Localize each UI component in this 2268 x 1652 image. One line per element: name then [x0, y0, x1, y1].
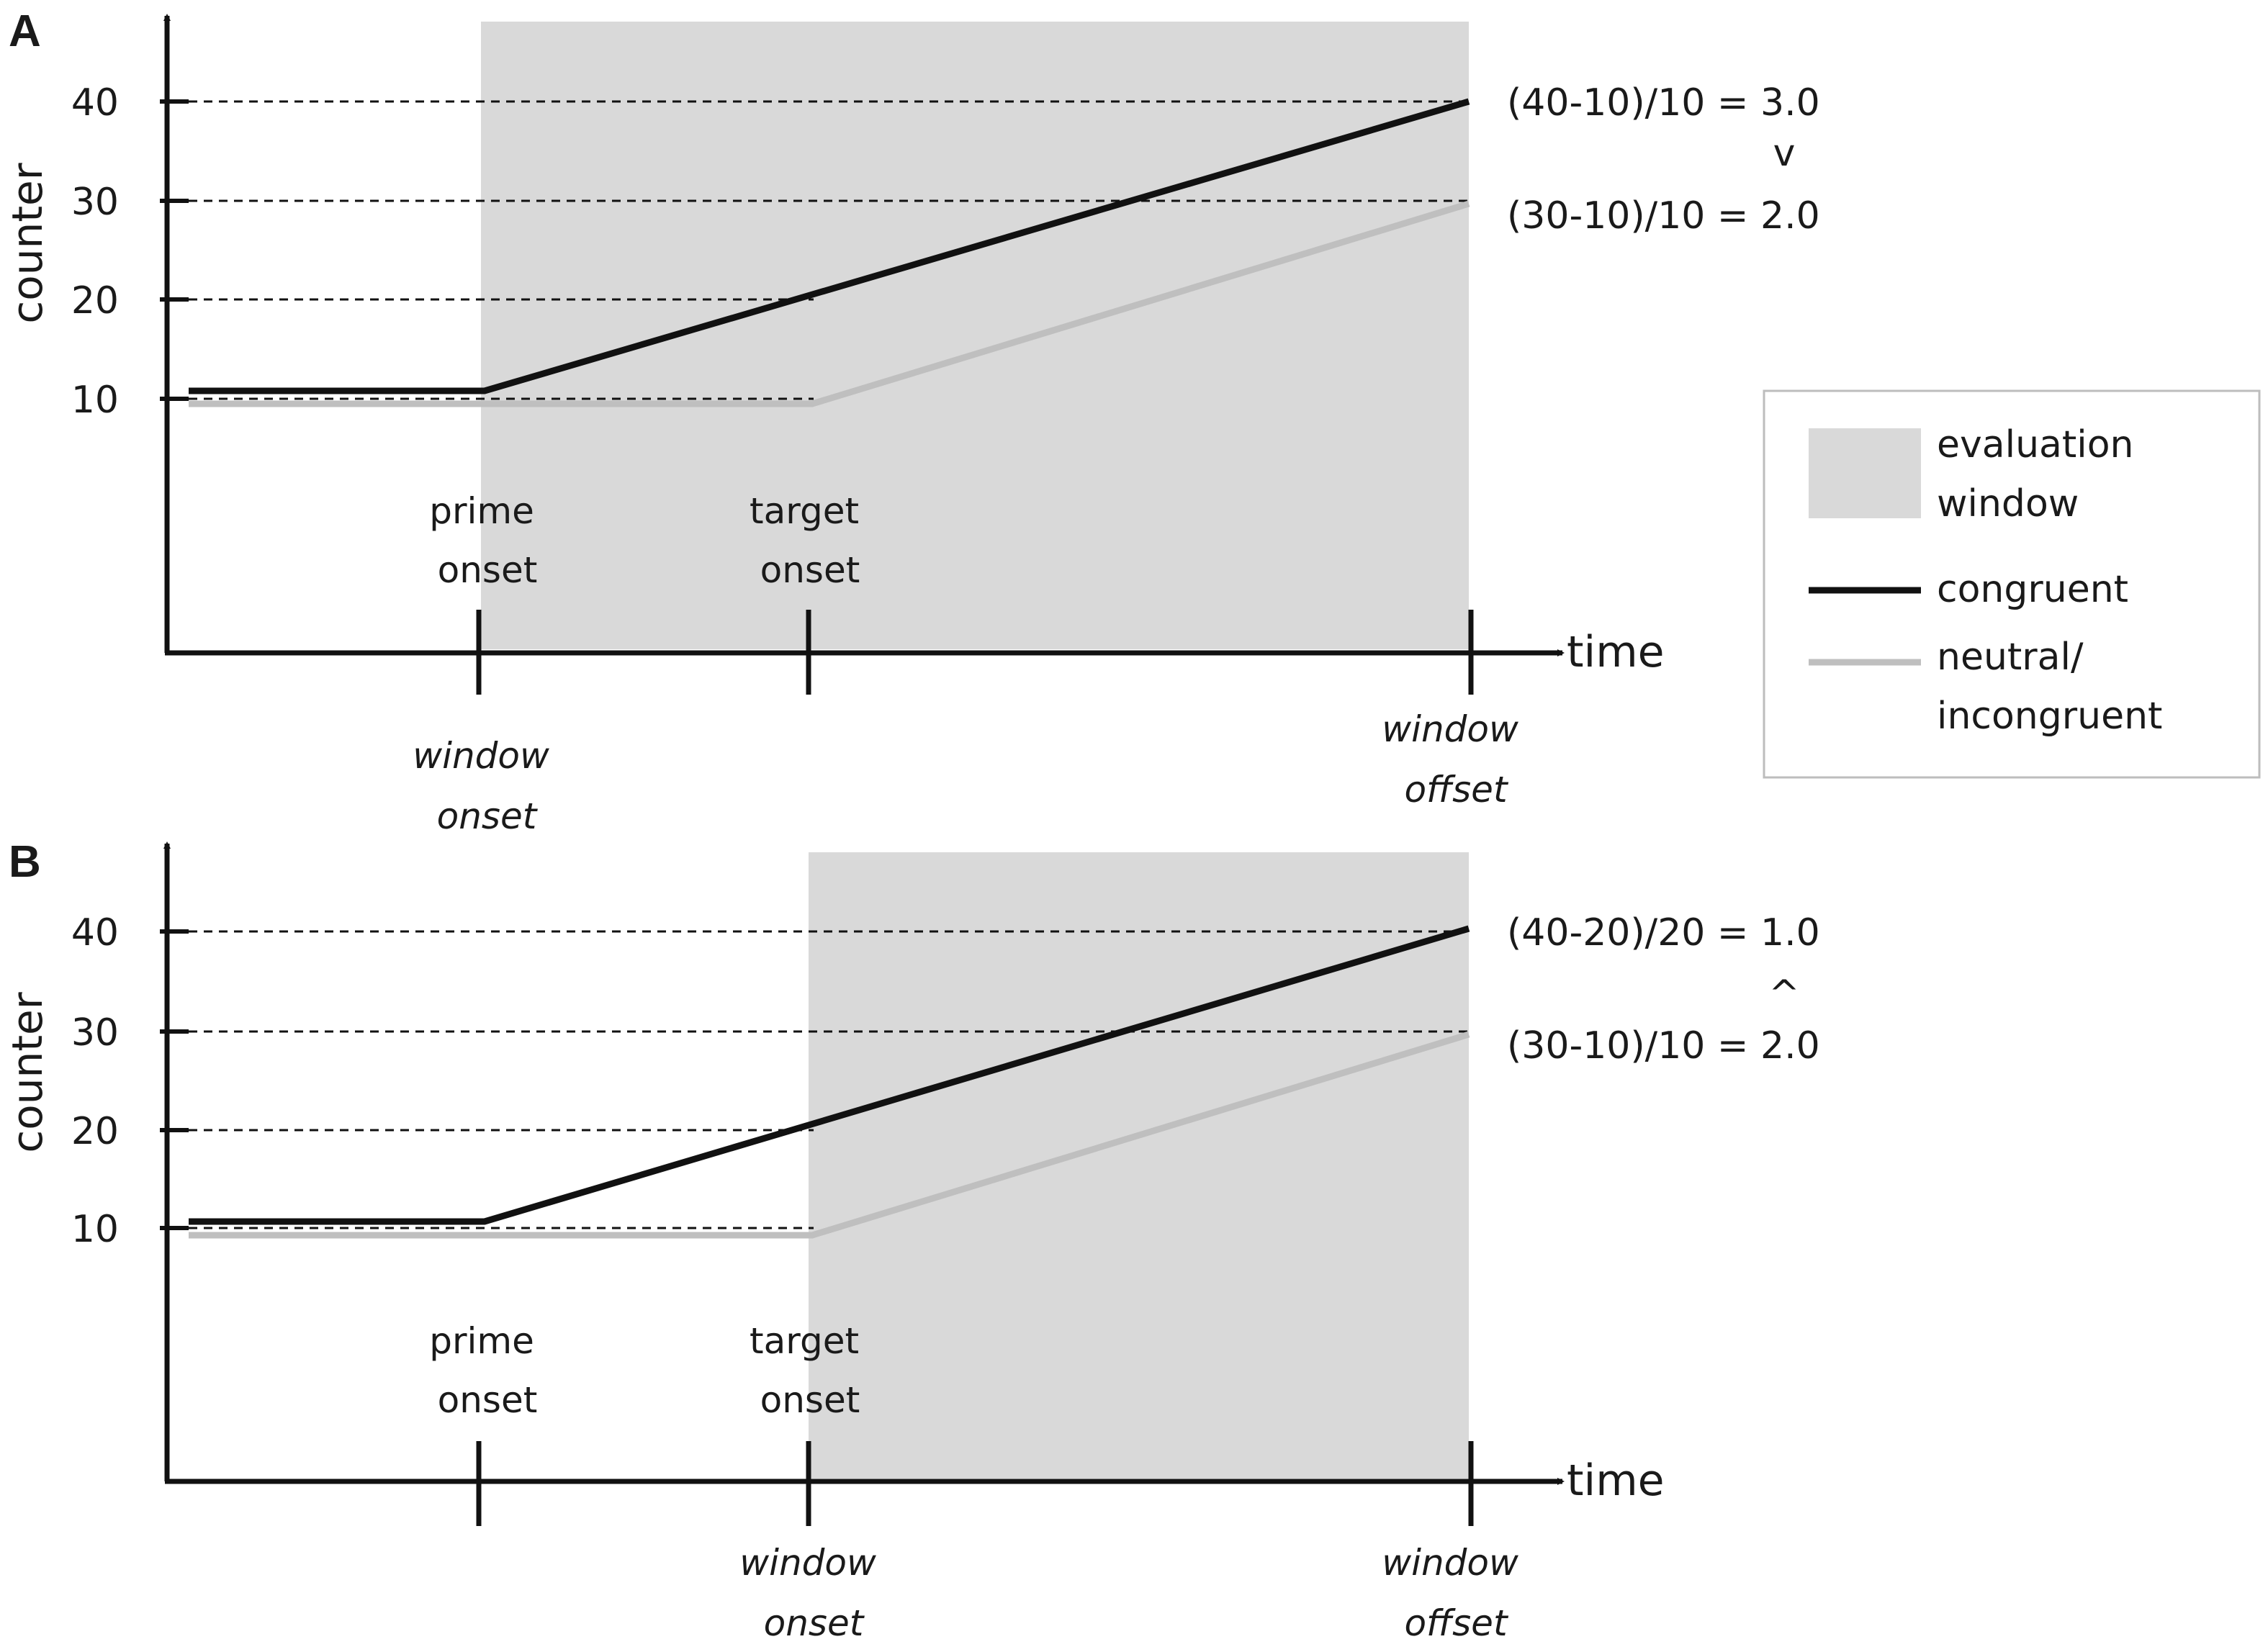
- congruent-line: [189, 925, 1470, 1225]
- target-onset-label: target onset: [750, 490, 870, 591]
- legend-label-neutral: neutral/ incongruent: [1937, 636, 2162, 738]
- window-offset-line2: offset: [1404, 1602, 1508, 1644]
- window-offset-line1: window: [1382, 1542, 1518, 1584]
- target-onset-label: target onset: [750, 1320, 870, 1421]
- y-axis-label: counter: [3, 163, 52, 323]
- legend: evaluation window congruent neutral/ inc…: [1763, 389, 2261, 779]
- legend-window-line1: evaluation: [1937, 423, 2134, 466]
- y-ticks: [160, 929, 189, 1230]
- target-onset-line2: onset: [760, 549, 860, 591]
- legend-window-line2: window: [1937, 482, 2079, 525]
- window-offset-line2: offset: [1404, 769, 1508, 811]
- window-offset-label: window offset: [1382, 708, 1530, 811]
- y-tick-label-10: 10: [71, 379, 119, 422]
- y-tick-label-40: 40: [71, 911, 119, 954]
- neutral-incongruent-line: [189, 1031, 1470, 1239]
- window-onset-label: window onset: [413, 735, 561, 837]
- y-tick-label-30: 30: [71, 181, 119, 224]
- window-onset-line2: onset: [764, 1602, 865, 1644]
- prime-onset-line2: onset: [438, 1379, 538, 1421]
- x-ticks: [476, 610, 1474, 695]
- legend-label-window: evaluation window: [1937, 423, 2146, 525]
- evaluation-window-shade: [481, 22, 1469, 649]
- y-tick-label-40: 40: [71, 81, 119, 125]
- dashed-gridlines: [189, 930, 1469, 1229]
- time-axis-label: time: [1567, 1455, 1665, 1506]
- panel-a: 40 30 20 10 counter prime onset target o…: [3, 6, 1820, 837]
- window-offset-label: window offset: [1382, 1542, 1530, 1644]
- target-onset-line2: onset: [760, 1379, 860, 1421]
- panel-b: 40 30 20 10 counter prime onset target o…: [3, 837, 1820, 1644]
- target-onset-line1: target: [750, 490, 859, 532]
- comparison-symbol: ^: [1768, 972, 1800, 1016]
- y-tick-label-20: 20: [71, 279, 119, 322]
- prime-onset-line2: onset: [438, 549, 538, 591]
- time-axis-label: time: [1567, 627, 1665, 677]
- evaluation-window-shade: [809, 852, 1469, 1479]
- legend-neutral-line1: neutral/: [1937, 636, 2084, 679]
- target-onset-line1: target: [750, 1320, 859, 1362]
- prime-onset-line1: prime: [429, 490, 534, 532]
- panel-letter-b: B: [9, 837, 41, 887]
- prime-onset-line1: prime: [429, 1320, 534, 1362]
- dashed-gridlines: [189, 100, 1469, 400]
- window-onset-line2: onset: [437, 795, 539, 837]
- prime-onset-label: prime onset: [429, 1320, 546, 1421]
- y-axis-label: counter: [3, 992, 52, 1152]
- legend-label-congruent: congruent: [1937, 568, 2128, 611]
- window-offset-line1: window: [1382, 708, 1518, 750]
- comparison-symbol: v: [1773, 132, 1796, 175]
- window-onset-line1: window: [413, 735, 549, 777]
- congruent-line: [189, 98, 1470, 394]
- formula-congruent: (40-20)/20 = 1.0: [1507, 911, 1820, 954]
- neutral-incongruent-line: [189, 200, 1470, 407]
- x-ticks: [476, 1441, 1474, 1526]
- window-onset-label: window onset: [739, 1542, 888, 1644]
- y-tick-label-30: 30: [71, 1011, 119, 1055]
- prime-onset-label: prime onset: [429, 490, 546, 591]
- formula-neutral: (30-10)/10 = 2.0: [1507, 194, 1820, 238]
- y-tick-label-20: 20: [71, 1110, 119, 1153]
- y-tick-label-10: 10: [71, 1208, 119, 1251]
- y-ticks: [160, 99, 189, 401]
- formula-neutral: (30-10)/10 = 2.0: [1507, 1024, 1820, 1068]
- window-onset-line1: window: [739, 1542, 876, 1584]
- legend-swatch-window: [1809, 428, 1921, 518]
- formula-congruent: (40-10)/10 = 3.0: [1507, 81, 1820, 125]
- legend-neutral-line2: incongruent: [1937, 695, 2162, 738]
- panel-letter-a: A: [9, 6, 41, 56]
